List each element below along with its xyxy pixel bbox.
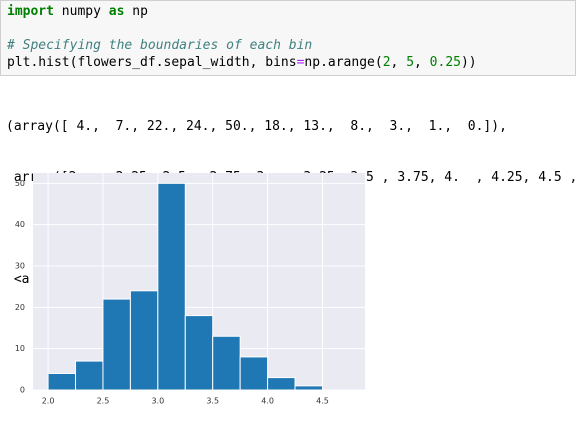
y-tick-label: 30	[15, 262, 25, 271]
x-tick-label: 2.5	[97, 397, 110, 406]
y-tick-label: 0	[20, 386, 25, 395]
number: 5	[406, 55, 415, 70]
code-token: ,	[414, 55, 430, 70]
keyword: import	[7, 4, 54, 19]
code-line: plt.hist(flowers_df.sepal_width, bins=np…	[7, 55, 477, 70]
bar	[184, 315, 214, 391]
number: 2	[382, 55, 391, 70]
bar	[267, 377, 296, 391]
bar	[102, 298, 131, 391]
bar	[239, 356, 269, 391]
x-tick-label: 2.0	[42, 397, 55, 406]
code-token: np.arange(	[304, 55, 383, 70]
code-token: ))	[460, 55, 477, 70]
y-tick-label: 40	[15, 220, 25, 229]
y-tick-label: 20	[15, 303, 25, 312]
output-line: (array([ 4., 7., 22., 24., 50., 18., 13.…	[6, 119, 507, 134]
code-line: # Specifying the boundaries of each bin	[7, 38, 312, 53]
bar	[75, 360, 104, 391]
code-token: ,	[390, 55, 407, 70]
code-line: import numpy as np	[7, 4, 148, 19]
bar	[47, 372, 77, 391]
code-token: numpy	[53, 4, 109, 19]
x-tick-label: 4.0	[261, 397, 274, 406]
bar	[212, 335, 241, 391]
code-token: np	[124, 4, 148, 19]
x-tick-label: 3.0	[151, 397, 164, 406]
comment: # Specifying the boundaries of each bin	[7, 38, 313, 53]
x-tick-label: 4.5	[316, 397, 329, 406]
code-cell[interactable]: import numpy as np # Specifying the boun…	[0, 0, 576, 76]
keyword: as	[108, 4, 125, 19]
y-tick-label: 50	[15, 179, 25, 188]
histogram: 0 10 20 30 40 50 2.0 2.5 3.0 3.5 4.0 4.5	[15, 173, 365, 406]
code-token: plt.hist(flowers_df.sepal_width, bins	[7, 55, 297, 70]
bar	[129, 290, 159, 391]
operator: =	[296, 55, 305, 70]
y-tick-label: 10	[15, 344, 25, 353]
bar	[157, 182, 186, 391]
number: 0.25	[429, 55, 461, 70]
x-tick-label: 3.5	[206, 397, 219, 406]
bar	[294, 385, 323, 391]
